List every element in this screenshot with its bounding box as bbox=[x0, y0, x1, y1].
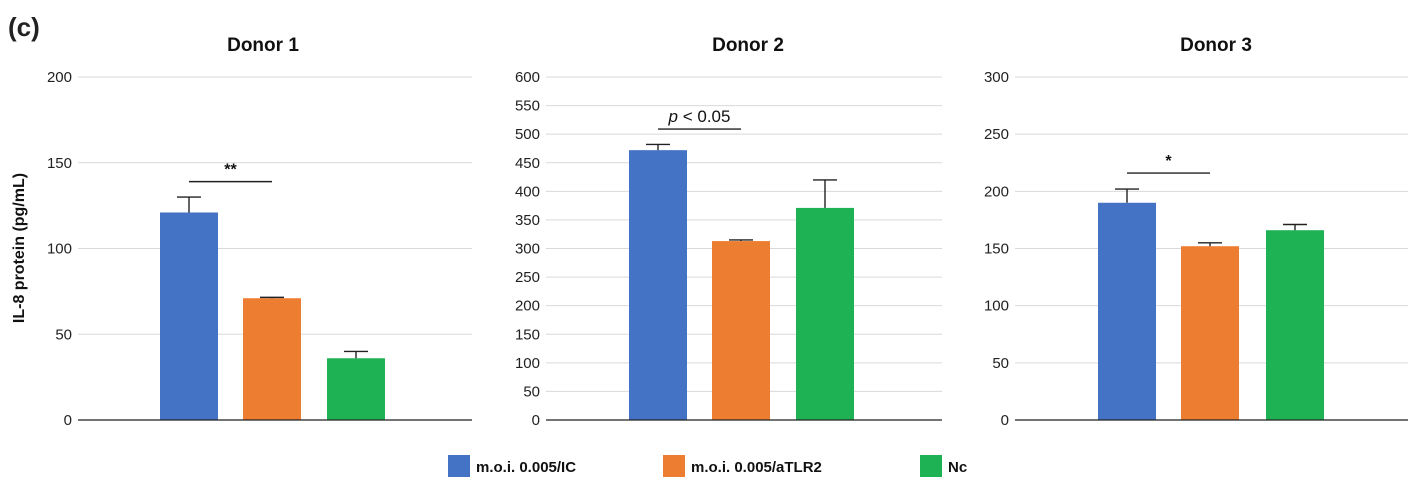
chart-panels: Donor 1 0 50 100 150 200 ** Donor 2 0 50 100 150 200… bbox=[47, 35, 1408, 429]
y-tick-label: 50 bbox=[523, 383, 540, 400]
y-tick-label: 0 bbox=[64, 412, 72, 429]
y-axis-label: IL-8 protein (pg/mL) bbox=[11, 173, 28, 323]
legend-swatch bbox=[448, 455, 470, 477]
y-tick-label: 250 bbox=[515, 269, 540, 286]
chart-panel-3: Donor 3 0 50 100 150 200 250 300 * bbox=[984, 35, 1408, 429]
chart-title: Donor 2 bbox=[712, 35, 784, 56]
chart-title: Donor 1 bbox=[227, 35, 299, 56]
legend-swatch bbox=[663, 455, 685, 477]
chart-panel-1: Donor 1 0 50 100 150 200 ** bbox=[47, 35, 472, 429]
chart-panel-2: Donor 2 0 50 100 150 200 250 300 350 400 450 500 550… bbox=[515, 35, 942, 429]
y-tick-label: 500 bbox=[515, 126, 540, 143]
significance-label: * bbox=[1165, 153, 1172, 170]
y-tick-label: 200 bbox=[515, 298, 540, 315]
y-tick-label: 150 bbox=[984, 241, 1009, 258]
y-tick-label: 300 bbox=[515, 241, 540, 258]
y-tick-label: 550 bbox=[515, 98, 540, 115]
y-tick-label: 350 bbox=[515, 212, 540, 229]
bar-2 bbox=[1181, 246, 1239, 420]
y-tick-label: 0 bbox=[1001, 412, 1009, 429]
y-tick-label: 0 bbox=[532, 412, 540, 429]
y-tick-label: 150 bbox=[515, 326, 540, 343]
y-tick-label: 150 bbox=[47, 155, 72, 172]
y-tick-label: 100 bbox=[984, 298, 1009, 315]
significance-label: p < 0.05 bbox=[668, 107, 731, 126]
y-tick-label: 200 bbox=[47, 69, 72, 86]
y-tick-label: 100 bbox=[47, 241, 72, 258]
bar-2 bbox=[243, 298, 301, 420]
legend-label: Nc bbox=[948, 459, 967, 476]
y-tick-label: 300 bbox=[984, 69, 1009, 86]
y-tick-label: 600 bbox=[515, 69, 540, 86]
legend-item: m.o.i. 0.005/aTLR2 bbox=[663, 455, 822, 477]
bar-3 bbox=[796, 207, 854, 420]
bar-2 bbox=[712, 241, 770, 420]
y-tick-label: 200 bbox=[984, 183, 1009, 200]
bar-1 bbox=[629, 150, 687, 420]
y-tick-label: 50 bbox=[992, 355, 1009, 372]
y-tick-label: 50 bbox=[55, 326, 72, 343]
significance-label: ** bbox=[224, 162, 237, 179]
bar-1 bbox=[1098, 202, 1156, 420]
y-tick-label: 450 bbox=[515, 155, 540, 172]
legend: m.o.i. 0.005/IC m.o.i. 0.005/aTLR2 Nc bbox=[448, 455, 967, 477]
y-tick-label: 400 bbox=[515, 183, 540, 200]
legend-item: m.o.i. 0.005/IC bbox=[448, 455, 576, 477]
legend-item: Nc bbox=[920, 455, 967, 477]
legend-swatch bbox=[920, 455, 942, 477]
figure-label: (c) bbox=[8, 12, 40, 42]
bar-3 bbox=[327, 358, 385, 420]
y-tick-label: 100 bbox=[515, 355, 540, 372]
bar-1 bbox=[160, 212, 218, 420]
y-tick-label: 250 bbox=[984, 126, 1009, 143]
chart-title: Donor 3 bbox=[1180, 35, 1252, 56]
legend-label: m.o.i. 0.005/aTLR2 bbox=[691, 459, 822, 476]
bar-3 bbox=[1266, 230, 1324, 420]
legend-label: m.o.i. 0.005/IC bbox=[476, 459, 576, 476]
